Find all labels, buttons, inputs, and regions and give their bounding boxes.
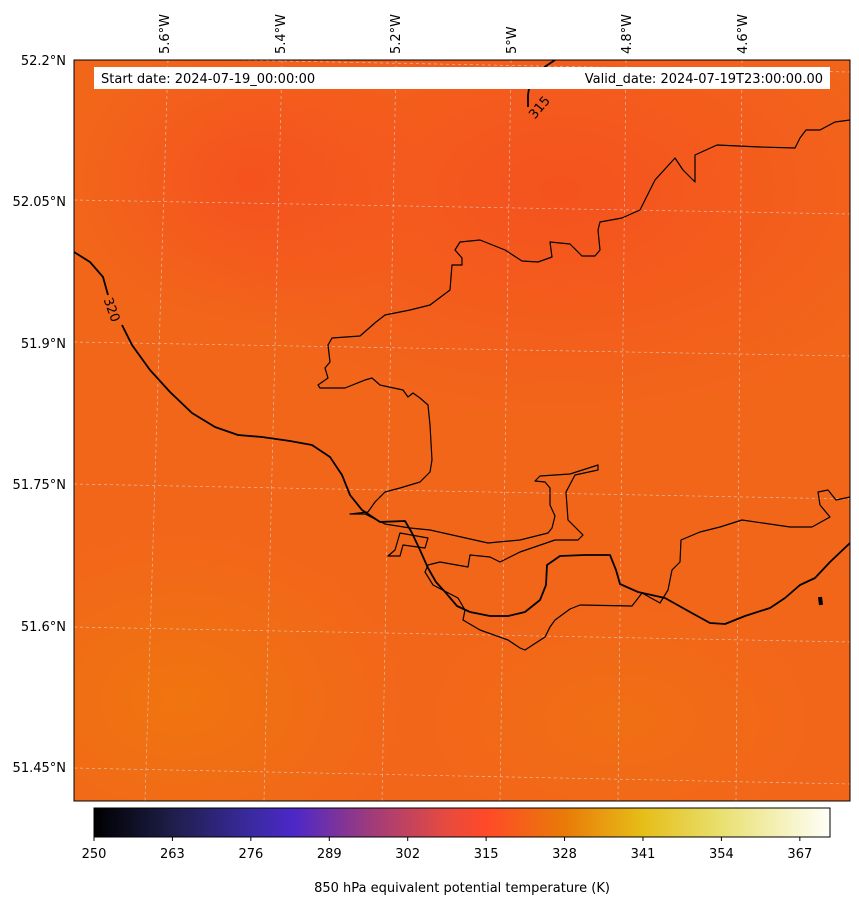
- coastline: [317, 119, 850, 651]
- colorbar-tick-label: 250: [82, 847, 107, 862]
- valid-date-text: Valid_date: 2024-07-19T23:00:00.00: [585, 72, 823, 87]
- colorbar-tick-label: 354: [709, 847, 734, 862]
- colorbar-title: 850 hPa equivalent potential temperature…: [314, 881, 610, 896]
- lat-label: 51.75°N: [13, 478, 66, 493]
- date-annotation-box: [94, 67, 830, 89]
- map-frame: [73, 59, 851, 802]
- lon-label: 5°W: [505, 26, 520, 54]
- lat-label: 51.6°N: [21, 620, 66, 635]
- lat-label: 51.45°N: [13, 761, 66, 776]
- start-date-text: Start date: 2024-07-19_00:00:00: [101, 72, 315, 87]
- colorbar-tick-label: 289: [317, 847, 342, 862]
- lon-label: 4.8°W: [620, 14, 635, 54]
- lat-label: 51.9°N: [21, 337, 66, 352]
- lon-label: 5.6°W: [158, 14, 173, 54]
- contour-lines: [74, 60, 850, 625]
- colorbar-tick-label: 341: [631, 847, 656, 862]
- colorbar-tick-label: 367: [787, 847, 812, 862]
- lon-label: 4.6°W: [736, 14, 751, 54]
- lat-label: 52.2°N: [21, 54, 66, 69]
- colorbar-tick-label: 263: [160, 847, 185, 862]
- longitude-labels: 5.6°W 5.4°W 5.2°W 5°W 4.8°W 4.6°W: [158, 14, 751, 54]
- temperature-field: [74, 60, 850, 801]
- lon-label: 5.4°W: [274, 14, 289, 54]
- colorbar-gradient: [93, 807, 831, 838]
- colorbar-tick-label: 276: [238, 847, 263, 862]
- lat-label: 52.05°N: [13, 195, 66, 210]
- colorbar-tick-label: 328: [552, 847, 577, 862]
- latitude-labels: 52.2°N 52.05°N 51.9°N 51.75°N 51.6°N 51.…: [13, 54, 66, 776]
- colorbar-tick-label: 302: [395, 847, 420, 862]
- lon-label: 5.2°W: [389, 14, 404, 54]
- colorbar-tick-label: 315: [474, 847, 499, 862]
- colorbar: 250 263 276 289 302 315 328 341 354 367 850 hPa e…: [82, 807, 831, 896]
- colorbar-ticks: 250 263 276 289 302 315 328 341 354 367: [82, 837, 812, 862]
